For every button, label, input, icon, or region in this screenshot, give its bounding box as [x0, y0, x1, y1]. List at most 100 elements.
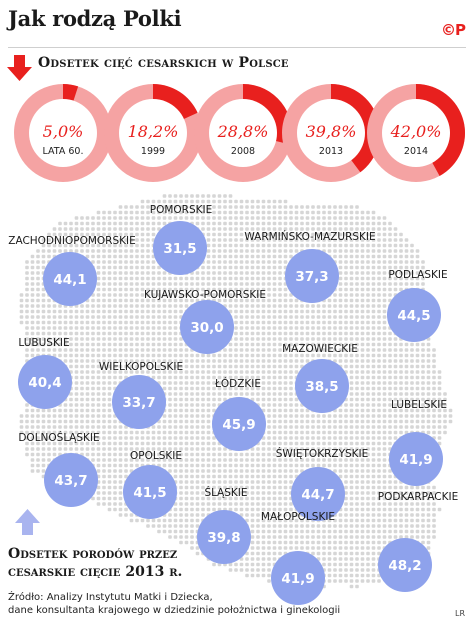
map-dot [91, 386, 95, 391]
map-dot [190, 210, 194, 215]
map-dot [118, 502, 123, 506]
map-dot [388, 342, 392, 347]
map-dot [443, 430, 447, 435]
map-dot [311, 425, 315, 429]
map-dot [74, 227, 79, 231]
map-dot [322, 463, 326, 468]
map-dot [410, 507, 414, 512]
map-dot [41, 293, 46, 297]
map-dot [190, 375, 194, 380]
map-dot [283, 452, 288, 457]
map-dot [311, 452, 315, 457]
map-dot [151, 353, 156, 358]
map-dot [96, 342, 101, 347]
map-dot [256, 546, 260, 550]
map-dot [371, 485, 376, 490]
map-dot [74, 436, 79, 440]
map-dot [129, 337, 134, 341]
map-dot [360, 408, 365, 413]
map-dot [338, 518, 343, 523]
map-dot [371, 430, 376, 435]
map-dot [426, 375, 431, 380]
map-dot [327, 337, 332, 341]
map-dot [129, 370, 134, 374]
map-dot [371, 447, 376, 451]
map-dot [294, 304, 299, 308]
map-dot [36, 419, 40, 424]
map-dot [410, 348, 414, 352]
map-dot [415, 276, 420, 281]
map-dot [311, 227, 315, 231]
map-dot [355, 436, 359, 440]
map-dot [80, 430, 84, 435]
map-dot [344, 243, 348, 248]
map-dot [393, 359, 398, 363]
map-dot [399, 392, 403, 396]
map-dot [272, 551, 277, 556]
map-dot [355, 535, 359, 539]
map-dot [47, 419, 51, 424]
map-dot [344, 260, 348, 264]
map-dot [146, 210, 150, 215]
map-dot [217, 221, 222, 226]
map-dot [113, 381, 117, 385]
map-dot [135, 441, 139, 446]
map-dot [190, 452, 194, 457]
map-dot [382, 359, 387, 363]
map-dot [118, 375, 123, 380]
map-dot [245, 260, 249, 264]
map-dot [294, 364, 299, 369]
map-dot [410, 414, 414, 418]
region-name: KUJAWSKO-POMORSKIE [144, 289, 266, 301]
map-dot [58, 419, 62, 424]
map-dot [261, 535, 266, 539]
map-dot [184, 276, 189, 281]
map-dot [195, 392, 200, 396]
map-dot [30, 436, 35, 440]
map-dot [294, 518, 299, 523]
map-dot [278, 551, 282, 556]
map-dot [393, 348, 398, 352]
map-dot [267, 463, 271, 468]
map-dot [366, 480, 370, 484]
map-dot [267, 485, 271, 490]
map-dot [85, 309, 90, 314]
map-dot [349, 304, 354, 308]
map-dot [146, 216, 150, 220]
map-dot [206, 293, 211, 297]
map-dot [118, 227, 123, 231]
map-dot [162, 375, 167, 380]
map-dot [388, 474, 392, 479]
map-dot [113, 216, 117, 220]
map-dot [338, 276, 343, 281]
map-dot [69, 232, 73, 237]
map-dot [206, 353, 211, 358]
map-dot [399, 271, 403, 275]
map-dot [140, 271, 145, 275]
region-value: 41,9 [281, 571, 314, 587]
map-dot [36, 436, 40, 440]
map-dot [223, 364, 227, 369]
map-dot [190, 205, 194, 209]
map-dot [344, 518, 348, 523]
map-dot [118, 216, 123, 220]
map-dot [250, 573, 255, 578]
map-dot [305, 342, 310, 347]
map-dot [118, 485, 123, 490]
map-dot [250, 260, 255, 264]
map-dot [96, 375, 101, 380]
map-dot [245, 210, 249, 215]
map-dot [74, 326, 79, 330]
map-dot [360, 485, 365, 490]
map-dot [168, 414, 172, 418]
map-dot [300, 320, 304, 325]
map-dot [162, 216, 167, 220]
map-dot [344, 419, 348, 424]
map-dot [437, 507, 442, 512]
map-dot [261, 496, 266, 501]
map-dot [322, 227, 326, 231]
map-dot [393, 243, 398, 248]
map-dot [344, 265, 348, 270]
map-dot [333, 573, 337, 578]
map-dot [404, 419, 409, 424]
